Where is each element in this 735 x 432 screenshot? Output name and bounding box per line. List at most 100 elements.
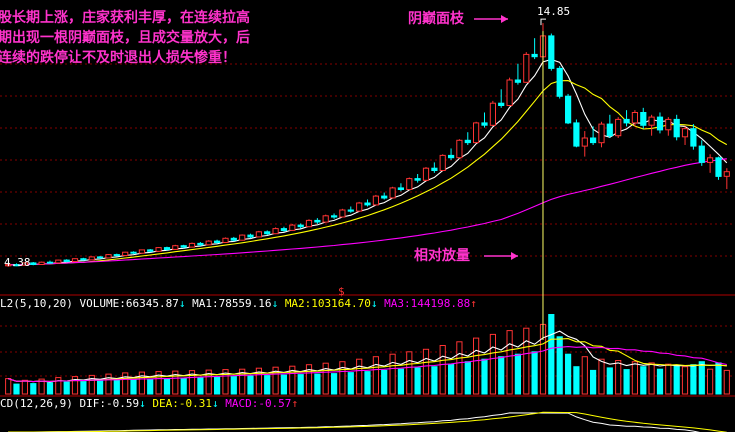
volume-bar <box>448 363 455 395</box>
candle-body <box>523 53 530 83</box>
candle-body <box>322 215 329 223</box>
candle-body <box>556 67 563 97</box>
candle-body <box>481 122 488 126</box>
volume-bar <box>71 376 79 395</box>
volume-bar <box>30 383 37 395</box>
volume-bar <box>456 341 463 395</box>
candle-body <box>297 224 304 228</box>
candle-body <box>247 234 254 238</box>
volume-bar <box>239 368 246 395</box>
candle-body <box>13 264 20 267</box>
volume-bar <box>88 374 95 395</box>
candle-body <box>46 261 54 264</box>
candle-body <box>448 154 455 159</box>
volume-ma-lines <box>8 330 727 383</box>
candle-body <box>314 219 321 223</box>
candle-body <box>665 118 672 131</box>
volume-bar <box>255 367 262 395</box>
volume-bar <box>489 333 496 395</box>
volume-bar <box>581 356 588 395</box>
volume-header-prefix: L2(5,10,20) <box>0 297 73 310</box>
candle-body <box>456 139 463 159</box>
volume-bar <box>214 376 221 395</box>
volume-bar <box>97 380 104 395</box>
volume-bar <box>38 378 45 395</box>
low-price-label: 4.38 <box>4 256 31 269</box>
volume-bar <box>707 368 714 395</box>
volume-bar <box>305 364 313 395</box>
dif-line <box>8 412 700 432</box>
ma60-line <box>8 158 727 266</box>
candle-body <box>531 53 538 58</box>
candle-body <box>55 259 62 264</box>
candle-body <box>272 228 279 235</box>
candle-body <box>130 251 137 254</box>
candlesticks <box>5 23 730 267</box>
candle-body <box>606 123 613 137</box>
volume-bar <box>289 365 296 395</box>
volume-bar <box>598 358 605 395</box>
ma3-value: MA3:144198.88 <box>384 297 471 310</box>
ma5-line <box>8 58 728 266</box>
candle-body <box>5 264 12 267</box>
grid-lines <box>0 63 735 397</box>
candle-body <box>673 118 680 138</box>
volume-bar <box>506 330 513 395</box>
volume-bar <box>356 358 363 395</box>
volume-bar <box>623 369 630 395</box>
volume-bar <box>397 368 404 395</box>
candle-body <box>381 195 388 199</box>
candle-body <box>264 231 271 235</box>
volume-bars <box>5 314 730 395</box>
volume-bar <box>55 377 62 395</box>
main-annotation-line-2: 后期出现一根阴巅面枝，且成交量放大，后 <box>0 30 250 46</box>
volume-bar <box>698 361 705 395</box>
candle-body <box>464 139 471 144</box>
down-arrow-icon: ↓ <box>271 297 279 310</box>
candle-body <box>21 262 28 266</box>
candle-body <box>406 178 413 191</box>
candle-body <box>289 224 296 231</box>
candle-body <box>38 261 45 266</box>
volume-bar <box>5 378 12 395</box>
volume-bar <box>615 360 622 395</box>
candle-body <box>305 219 313 228</box>
volume-bar <box>381 369 388 395</box>
high-price-label: 14.85 <box>537 5 571 18</box>
candle-body <box>122 251 129 256</box>
volume-bar <box>556 336 563 395</box>
candle-body <box>347 209 354 212</box>
volume-bar <box>339 361 346 395</box>
volume-bar <box>389 353 396 395</box>
volume-bar <box>372 356 379 395</box>
main-annotation: 该股长期上涨，庄家获利丰厚，在连续拉高 后期出现一根阴巅面枝，且成交量放大，后 … <box>0 8 250 68</box>
candle-body <box>389 187 396 199</box>
ma1-value: MA1:78559.16 <box>192 297 272 310</box>
candle-body <box>30 262 37 265</box>
candle-body <box>590 137 597 144</box>
volume-bar <box>723 369 730 395</box>
candle-body <box>230 237 237 241</box>
candle-body <box>548 35 555 69</box>
volume-bar <box>548 314 555 395</box>
volume-bar <box>414 367 421 395</box>
candle-body <box>197 242 204 246</box>
price-ma-lines <box>8 58 728 266</box>
candle-body <box>63 259 70 263</box>
candle-body <box>615 118 622 137</box>
volume-bar <box>640 366 647 395</box>
volume-bar <box>21 379 28 395</box>
dea-line <box>8 411 727 432</box>
volume-bar <box>656 368 664 395</box>
volume-marker: $ <box>338 285 345 298</box>
candle-body <box>71 258 79 263</box>
volume-bar <box>665 363 672 395</box>
volume-bar <box>180 377 187 395</box>
candle-body <box>422 167 430 181</box>
volume-bar <box>606 367 613 395</box>
candle-body <box>397 187 404 190</box>
candle-body <box>598 123 605 144</box>
candle-body <box>473 122 480 144</box>
volume-label-arrow-head <box>511 252 518 260</box>
candle-body <box>88 256 95 261</box>
